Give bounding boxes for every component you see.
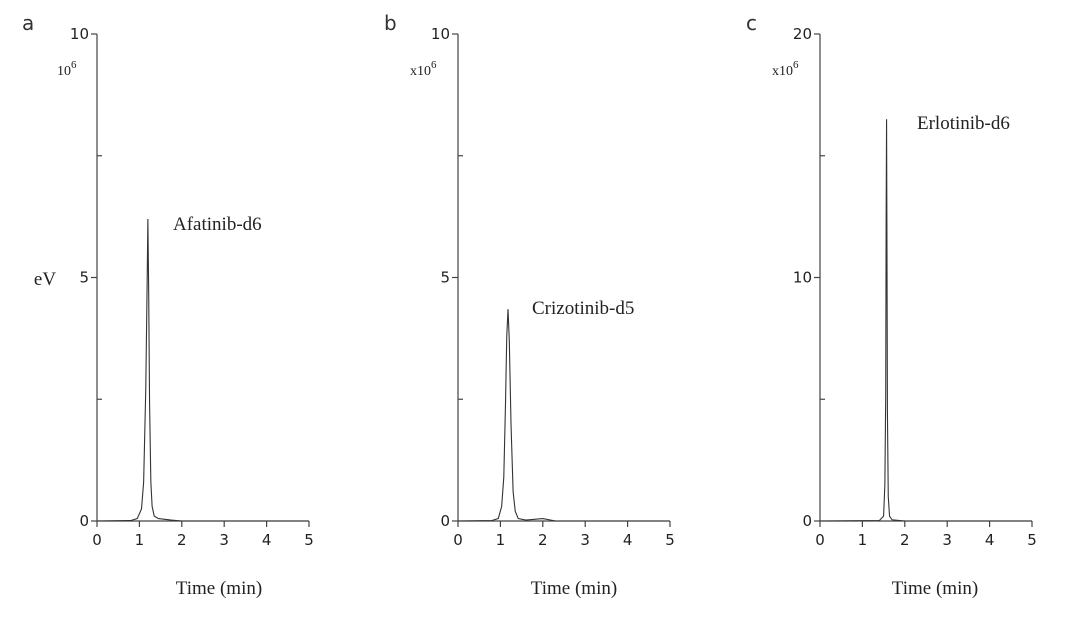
y-multiplier-base: x10 [772, 64, 793, 79]
x-tick-label: 1 [496, 531, 506, 549]
chart-panel-b: b 0 5 10 0 1 2 3 4 5 x106 Time (min) Crizotinib-d5 [384, 11, 675, 599]
y-multiplier-exponent: 6 [431, 59, 437, 71]
y-tick-label: 0 [802, 512, 812, 530]
peak-label: Erlotinib-d6 [917, 113, 1010, 134]
x-tick-label: 5 [665, 531, 675, 549]
peak-label: Afatinib-d6 [173, 214, 262, 235]
x-tick-label: 3 [219, 531, 229, 549]
y-multiplier-base: x10 [410, 64, 431, 79]
x-tick-label: 1 [135, 531, 145, 549]
series-line-crizotinib-d5 [457, 309, 670, 522]
x-tick-label: 0 [453, 531, 463, 549]
chart-panel-c: c 0 10 20 0 1 2 3 4 5 x106 Time (min) Erlotinib-d6 [746, 11, 1037, 599]
y-tick-label: 5 [440, 269, 450, 287]
y-tick-label: 5 [79, 269, 89, 287]
panel-letter: c [746, 11, 757, 35]
x-tick-label: 0 [815, 531, 825, 549]
y-axis-label: eV [34, 269, 56, 290]
y-multiplier: x106 [410, 59, 437, 79]
x-tick-label: 4 [262, 531, 272, 549]
y-multiplier-exponent: 6 [793, 59, 799, 71]
x-tick-label: 2 [177, 531, 187, 549]
series-line-erlotinib-d6 [819, 119, 1032, 522]
y-multiplier: 106 [57, 59, 77, 79]
x-tick-label: 2 [538, 531, 548, 549]
x-axis-label: Time (min) [892, 578, 978, 599]
x-axis-label: Time (min) [531, 578, 617, 599]
y-multiplier-exponent: 6 [71, 59, 77, 71]
x-tick-label: 1 [858, 531, 868, 549]
y-tick-label: 10 [793, 269, 812, 287]
x-tick-label: 4 [985, 531, 995, 549]
y-multiplier: x106 [772, 59, 799, 79]
x-tick-label: 3 [580, 531, 590, 549]
x-axis-label: Time (min) [176, 578, 262, 599]
y-tick-label: 10 [70, 25, 89, 43]
x-tick-label: 0 [92, 531, 102, 549]
panel-letter: b [384, 11, 397, 35]
x-tick-label: 5 [304, 531, 314, 549]
x-tick-label: 4 [623, 531, 633, 549]
y-tick-label: 0 [79, 512, 89, 530]
peak-label: Crizotinib-d5 [532, 298, 634, 319]
y-tick-label: 10 [431, 25, 450, 43]
y-tick-label: 0 [440, 512, 450, 530]
x-tick-label: 3 [942, 531, 952, 549]
x-tick-label: 5 [1027, 531, 1037, 549]
x-tick-label: 2 [900, 531, 910, 549]
panel-letter: a [22, 11, 34, 35]
y-multiplier-base: 10 [57, 64, 71, 79]
y-tick-label: 20 [793, 25, 812, 43]
series-line-afatinib-d6 [96, 219, 309, 522]
